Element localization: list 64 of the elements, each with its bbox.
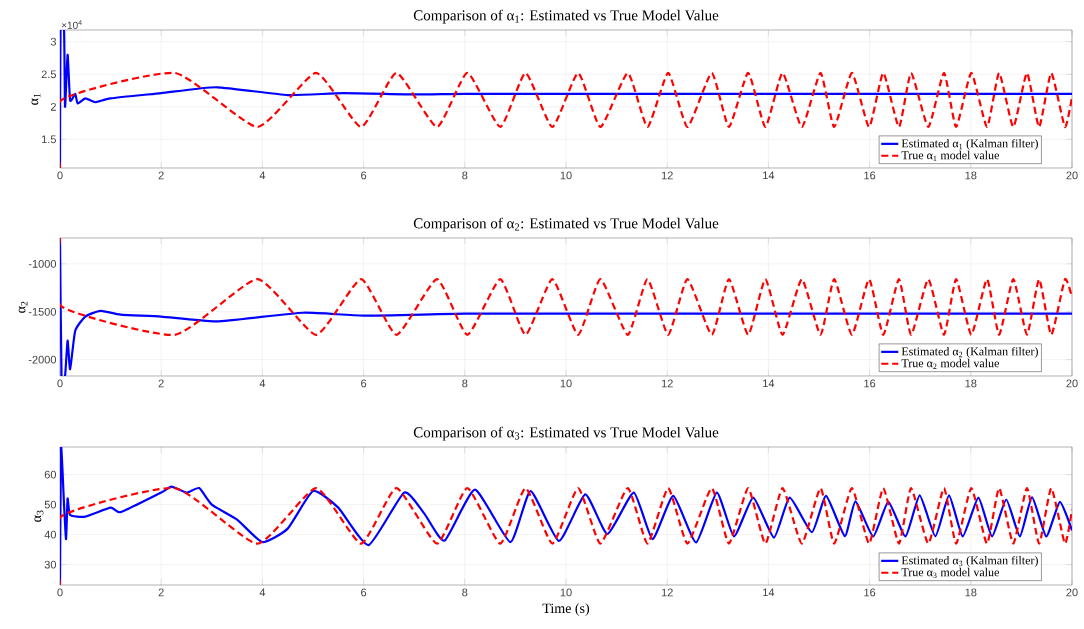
x-tick-label: 2 xyxy=(158,379,164,388)
x-tick-label: 10 xyxy=(560,379,572,388)
x-tick-label: 16 xyxy=(864,588,876,597)
y-tick-label: -1000 xyxy=(28,259,57,268)
x-tick-label: 18 xyxy=(965,379,977,388)
y-tick-label: 60 xyxy=(44,470,57,479)
legend-label: Estimated α$_{1}$ (Kalman filter) xyxy=(901,138,1038,150)
y-tick-label: 30 xyxy=(44,560,57,569)
y-tick-label: 3 xyxy=(50,37,56,46)
line-series xyxy=(60,29,1073,168)
x-tick-label: 6 xyxy=(361,171,367,180)
x-tick-label: 14 xyxy=(763,588,775,597)
x-axis-title: Time (s) xyxy=(542,603,590,616)
x-tick-label: 12 xyxy=(661,588,673,597)
line-series xyxy=(60,487,1073,585)
y-tick-label: -1500 xyxy=(28,307,57,316)
legend-label: True α$_{2}$ model value xyxy=(901,358,999,369)
x-tick-label: 20 xyxy=(1066,171,1078,180)
x-tick-label: 20 xyxy=(1066,379,1078,388)
chart-title: Comparison of α$_{3}$: Estimated vs True Model Value xyxy=(413,426,719,441)
y-tick-label: 2 xyxy=(50,102,56,111)
x-tick-label: 18 xyxy=(965,588,977,597)
x-tick-label: 10 xyxy=(560,588,572,597)
legend-label: True α$_{3}$ model value xyxy=(901,567,999,579)
x-tick-label: 16 xyxy=(864,379,876,388)
x-tick-label: 14 xyxy=(763,379,775,388)
y-tick-label: 1.5 xyxy=(42,135,56,144)
y-tick-label: -2000 xyxy=(28,355,57,364)
line-series xyxy=(60,447,1073,585)
line-series xyxy=(60,71,1073,168)
y-axis-title: α$_{2}$ xyxy=(18,301,28,313)
x-tick-label: 4 xyxy=(259,588,266,597)
y-tick-label: 40 xyxy=(44,530,57,539)
x-tick-label: 10 xyxy=(560,171,572,180)
x-tick-label: 0 xyxy=(57,379,63,388)
x-tick-label: 4 xyxy=(259,379,266,388)
x-tick-label: 8 xyxy=(462,379,468,388)
x-tick-label: 2 xyxy=(158,171,164,180)
x-tick-label: 0 xyxy=(57,588,63,597)
y-axis-title: α$_{1}$ xyxy=(31,93,41,105)
x-tick-label: 12 xyxy=(661,171,673,180)
x-tick-label: 18 xyxy=(965,171,977,180)
x-tick-label: 6 xyxy=(361,588,367,597)
x-tick-label: 12 xyxy=(661,379,673,388)
y-tick-label: 50 xyxy=(44,500,57,509)
line-series xyxy=(60,237,1073,376)
legend-label: Estimated α$_{2}$ (Kalman filter) xyxy=(901,346,1038,358)
x-tick-label: 6 xyxy=(361,379,367,388)
line-series xyxy=(60,237,1073,336)
x-tick-label: 4 xyxy=(259,171,266,180)
x-tick-label: 0 xyxy=(57,171,63,180)
legend-label: True α$_{1}$ model value xyxy=(901,150,999,161)
x-tick-label: 20 xyxy=(1066,588,1078,597)
x-tick-label: 8 xyxy=(462,171,468,180)
chart-title: Comparison of α$_{2}$: Estimated vs True Model Value xyxy=(413,217,719,232)
text: ×10$^{4}$ xyxy=(61,20,82,29)
y-axis-title: α$_{3}$ xyxy=(34,510,44,522)
y-tick-label: 2.5 xyxy=(41,70,56,79)
legend-label: Estimated α$_{3}$ (Kalman filter) xyxy=(901,555,1038,567)
x-tick-label: 14 xyxy=(763,171,775,180)
x-tick-label: 8 xyxy=(462,588,468,597)
x-tick-label: 16 xyxy=(864,171,876,180)
chart-title: Comparison of α$_{1}$: Estimated vs True Model Value xyxy=(413,9,719,24)
x-tick-label: 2 xyxy=(158,588,164,597)
